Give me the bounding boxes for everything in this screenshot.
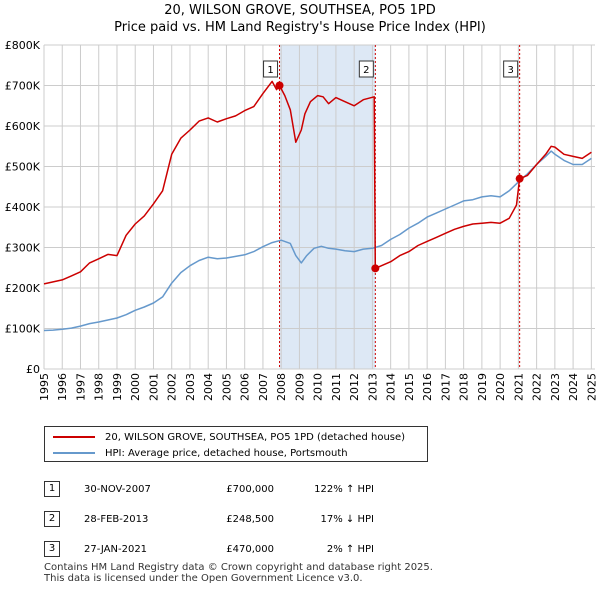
x-tick-label: 2012 xyxy=(348,373,361,401)
y-tick-label: £600K xyxy=(5,120,41,133)
x-tick-label: 2019 xyxy=(476,373,489,401)
hpi-line-swatch xyxy=(53,452,95,454)
y-tick-label: £100K xyxy=(5,323,41,336)
x-tick-label: 2005 xyxy=(220,373,233,401)
sale-price: £248,500 xyxy=(226,513,274,525)
legend-item-hpi: HPI: Average price, detached house, Port… xyxy=(53,446,348,460)
x-tick-label: 2013 xyxy=(366,373,379,401)
legend-hpi-label: HPI: Average price, detached house, Port… xyxy=(105,447,348,459)
sale-price: £700,000 xyxy=(226,483,274,495)
sale-number-badge: 2 xyxy=(44,511,60,527)
sale-badge xyxy=(263,60,279,78)
x-tick-label: 2006 xyxy=(239,373,252,401)
table-row: 3 27-JAN-2021 £470,000 2% ↑ HPI xyxy=(44,534,374,564)
x-tick-label: 2008 xyxy=(275,373,288,401)
x-tick-label: 2014 xyxy=(385,373,398,401)
sale-badge-label: 2 xyxy=(363,65,369,76)
x-tick-label: 2020 xyxy=(494,373,507,401)
sale-badge-label: 3 xyxy=(507,65,513,76)
hpi-line xyxy=(43,150,592,332)
x-tick-label: 2003 xyxy=(184,373,197,401)
chart-title-line2: Price paid vs. HM Land Registry's House … xyxy=(114,20,486,35)
sale-badge-label: 1 xyxy=(267,65,273,76)
chart-title-line1: 20, WILSON GROVE, SOUTHSEA, PO5 1PD xyxy=(164,3,436,18)
x-tick-label: 2000 xyxy=(129,373,142,401)
x-tick-label: 2011 xyxy=(330,373,343,401)
sale-hpi-change: 122% ↑ HPI xyxy=(314,483,374,495)
sale-price: £470,000 xyxy=(226,543,274,555)
sale-point xyxy=(371,264,380,273)
x-tick-label: 1996 xyxy=(56,373,69,401)
x-tick-label: 2001 xyxy=(147,373,160,401)
x-tick-label: 2021 xyxy=(512,373,525,401)
x-tick-label: 2010 xyxy=(312,373,325,401)
legend-item-property: 20, WILSON GROVE, SOUTHSEA, PO5 1PD (det… xyxy=(53,430,405,444)
sale-hpi-change: 17% ↓ HPI xyxy=(320,513,374,525)
y-tick-label: £300K xyxy=(5,242,41,255)
x-tick-label: 2025 xyxy=(585,373,598,401)
sale-date: 28-FEB-2013 xyxy=(84,513,149,525)
y-tick-label: £400K xyxy=(5,201,41,214)
table-row: 1 30-NOV-2007 £700,000 122% ↑ HPI xyxy=(44,474,374,504)
y-tick-label: £800K xyxy=(5,39,41,52)
sale-number-badge: 1 xyxy=(44,481,60,497)
x-tick-label: 2017 xyxy=(439,373,452,401)
property-line-swatch xyxy=(53,436,95,438)
footer-licence: This data is licensed under the Open Gov… xyxy=(44,573,363,584)
legend: 20, WILSON GROVE, SOUTHSEA, PO5 1PD (det… xyxy=(44,426,428,462)
x-tick-label: 2002 xyxy=(166,373,179,401)
x-tick-label: 2018 xyxy=(458,373,471,401)
sale-point xyxy=(275,81,284,90)
x-tick-label: 1995 xyxy=(38,373,51,401)
sales-table: 1 30-NOV-2007 £700,000 122% ↑ HPI 2 28-F… xyxy=(44,474,374,564)
y-tick-label: £700K xyxy=(5,80,41,93)
sale-badge xyxy=(358,60,374,78)
x-tick-label: 2016 xyxy=(421,373,434,401)
x-tick-label: 2015 xyxy=(403,373,416,401)
y-tick-label: £200K xyxy=(5,282,41,295)
x-tick-label: 1997 xyxy=(74,373,87,401)
x-tick-label: 1998 xyxy=(93,373,106,401)
x-tick-label: 2023 xyxy=(549,373,562,401)
sale-point xyxy=(515,174,524,183)
sale-date: 27-JAN-2021 xyxy=(84,543,148,555)
x-tick-label: 2004 xyxy=(202,373,215,401)
y-tick-label: £0 xyxy=(26,363,40,376)
footer: Contains HM Land Registry data © Crown c… xyxy=(44,562,433,584)
x-tick-label: 2007 xyxy=(257,373,270,401)
table-row: 2 28-FEB-2013 £248,500 17% ↓ HPI xyxy=(44,504,374,534)
x-tick-label: 2009 xyxy=(293,373,306,401)
x-tick-label: 1999 xyxy=(111,373,124,401)
sale-hpi-change: 2% ↑ HPI xyxy=(326,543,374,555)
y-tick-label: £500K xyxy=(5,161,41,174)
x-tick-label: 2022 xyxy=(531,373,544,401)
price-chart: 1 2 3 £0 £100K £200K £300K £400K £500K £600K £700… xyxy=(5,39,599,401)
sale-date: 30-NOV-2007 xyxy=(84,483,151,495)
footer-copyright: Contains HM Land Registry data © Crown c… xyxy=(44,562,433,573)
sale-badge xyxy=(503,60,519,78)
x-tick-label: 2024 xyxy=(567,373,580,401)
legend-property-label: 20, WILSON GROVE, SOUTHSEA, PO5 1PD (det… xyxy=(105,431,406,443)
property-price-line xyxy=(43,80,592,285)
sale-number-badge: 3 xyxy=(44,541,60,557)
